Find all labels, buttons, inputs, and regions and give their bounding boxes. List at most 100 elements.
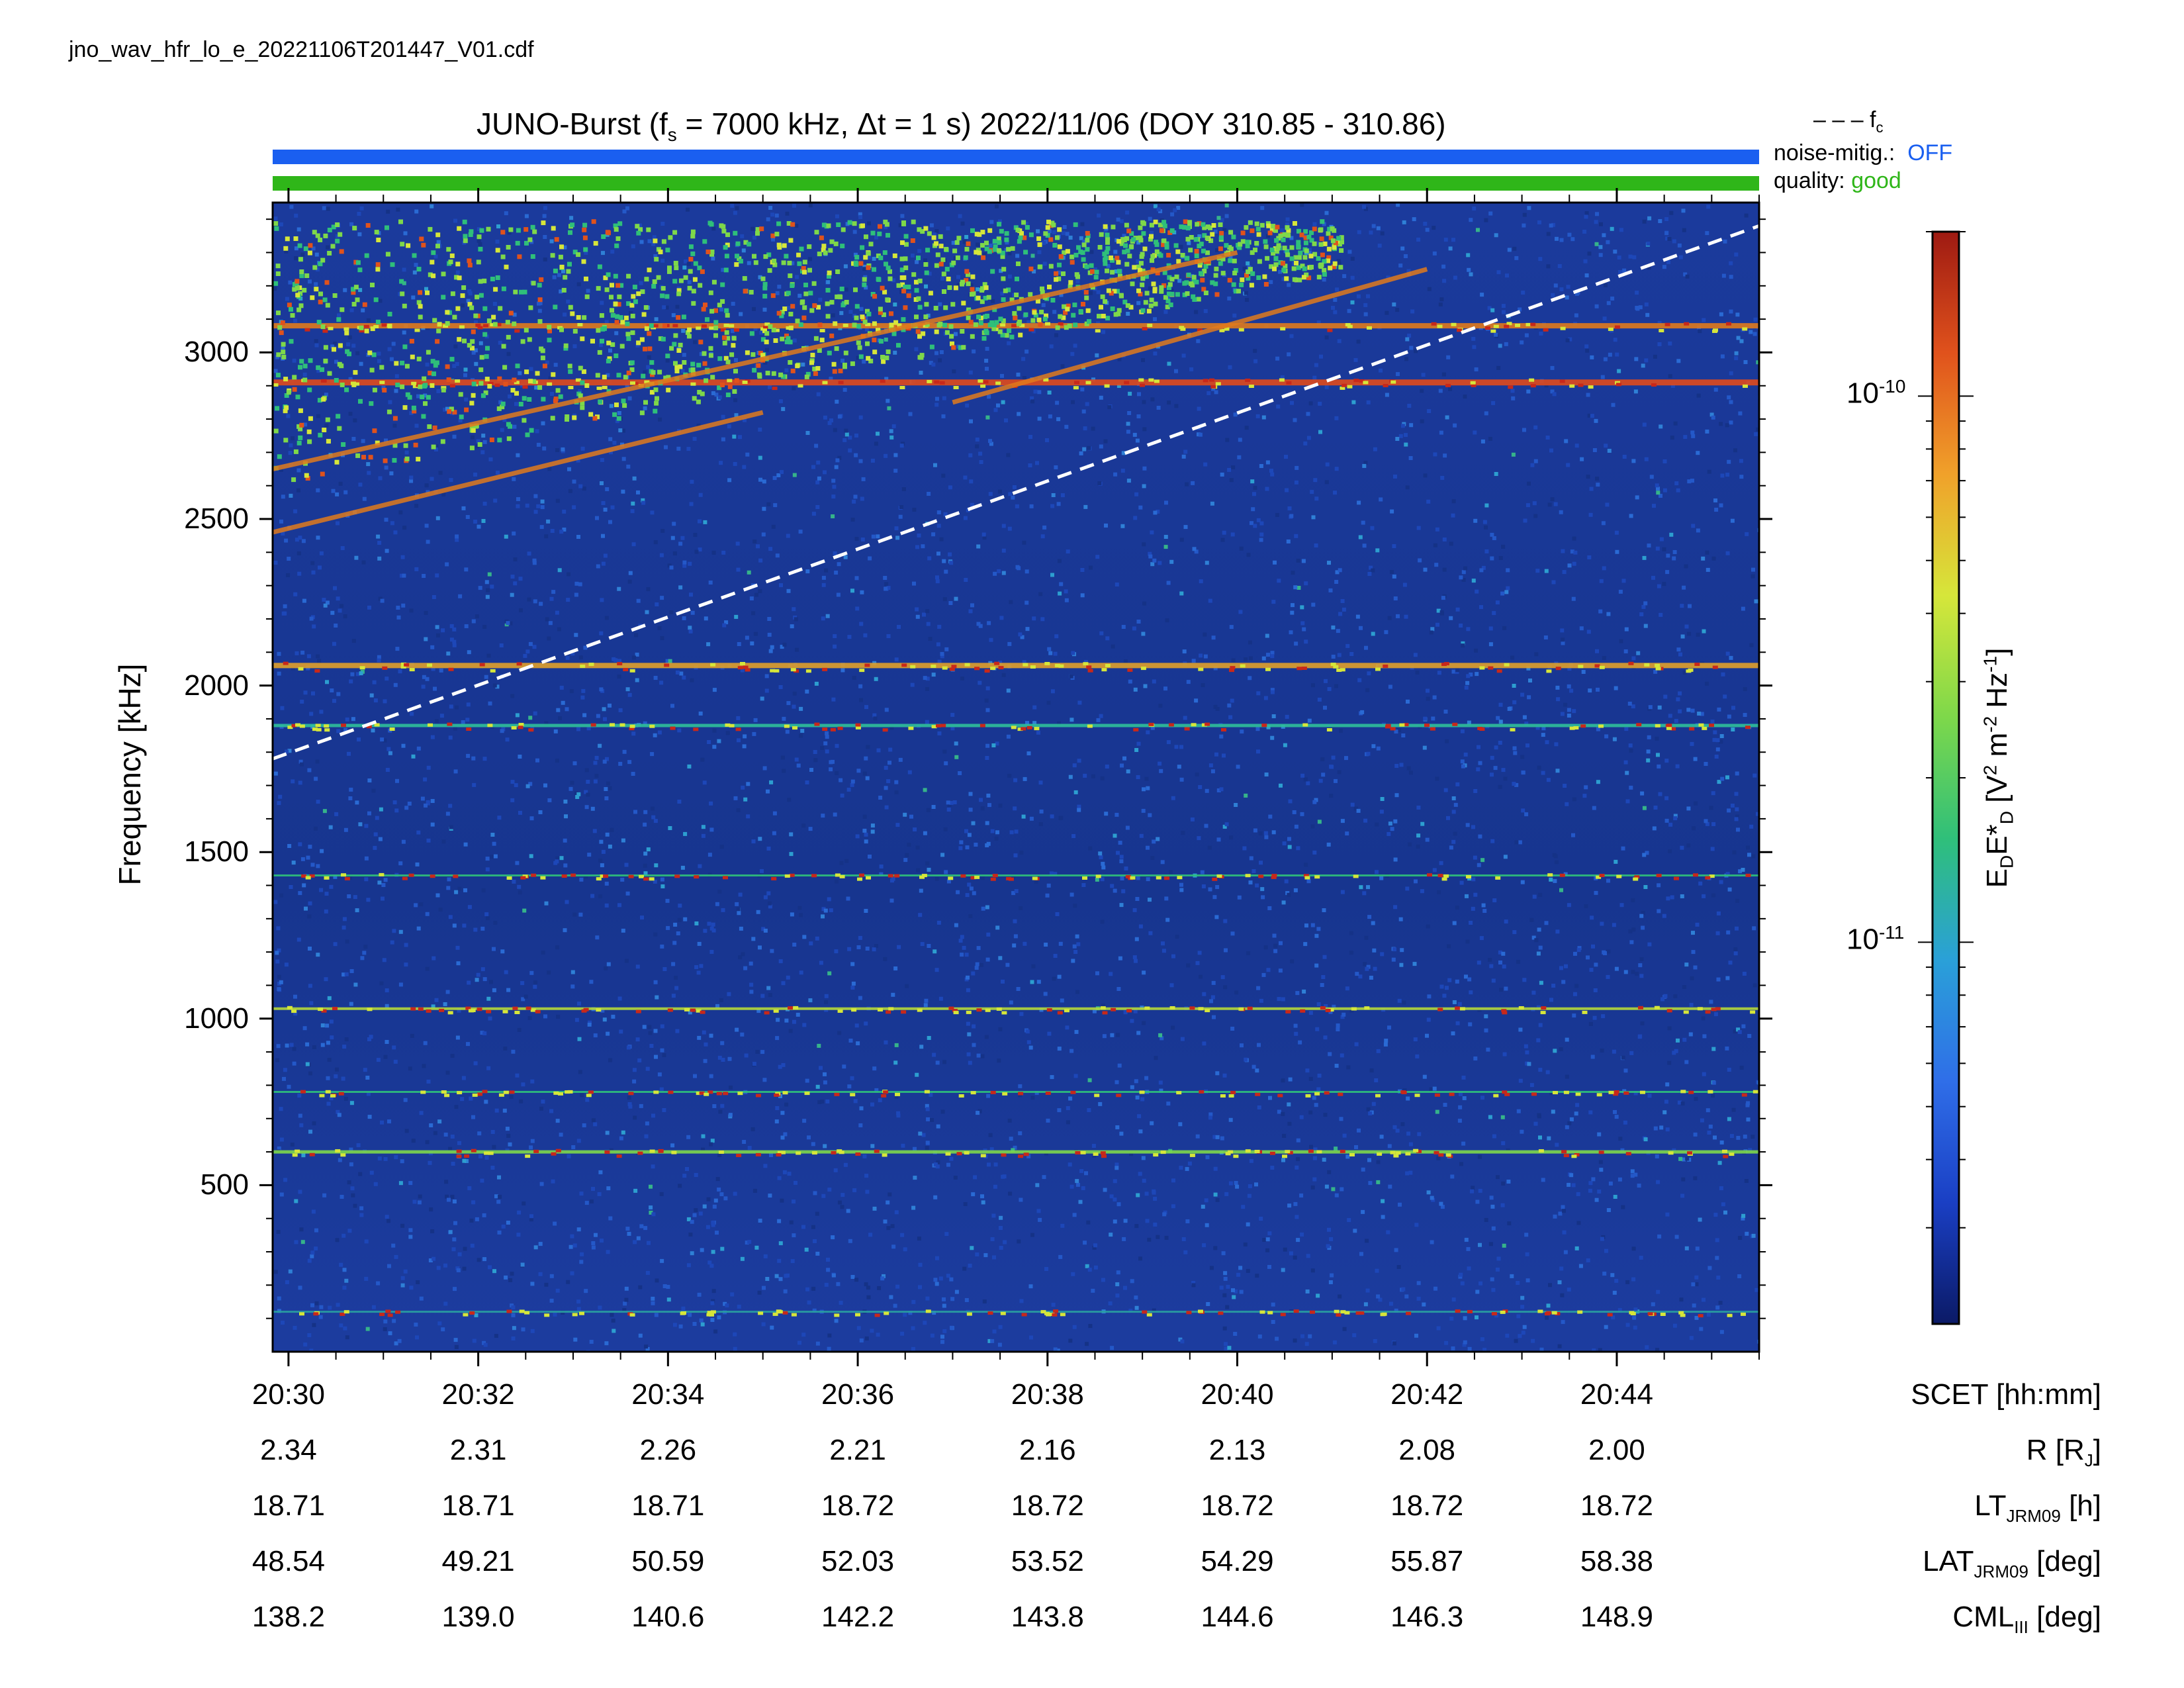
noise-pixel	[1181, 1237, 1186, 1241]
noise-pixel	[1596, 687, 1600, 692]
noise-pixel	[408, 1181, 413, 1186]
noise-pixel	[1223, 1276, 1228, 1281]
noise-pixel	[430, 1229, 435, 1234]
noise-pixel	[542, 214, 547, 218]
noise-pixel	[782, 716, 786, 721]
noise-pixel	[954, 332, 958, 336]
noise-pixel	[1489, 1196, 1494, 1200]
noise-pixel	[1371, 632, 1375, 636]
noise-pixel	[1561, 549, 1565, 553]
noise-pixel	[934, 402, 939, 407]
noise-pixel	[585, 1098, 590, 1102]
noise-pixel	[792, 1233, 796, 1238]
noise-pixel	[416, 830, 421, 835]
noise-pixel	[1069, 1049, 1074, 1053]
noise-pixel	[1331, 625, 1336, 630]
noise-pixel	[833, 634, 837, 638]
noise-pixel	[1479, 1281, 1482, 1286]
noise-pixel	[364, 823, 369, 828]
noise-pixel	[1400, 948, 1404, 953]
noise-pixel	[704, 616, 708, 621]
noise-pixel	[285, 749, 289, 754]
noise-pixel	[720, 1246, 725, 1251]
noise-pixel	[1321, 975, 1326, 979]
noise-pixel	[449, 637, 454, 642]
noise-pixel	[1363, 1302, 1368, 1307]
noise-pixel	[1132, 626, 1136, 631]
noise-pixel	[768, 1194, 772, 1198]
noise-pixel	[277, 1296, 281, 1301]
noise-pixel	[1265, 633, 1269, 638]
noise-pixel	[1307, 718, 1312, 723]
noise-pixel	[503, 1047, 508, 1051]
noise-pixel	[1521, 771, 1525, 775]
noise-pixel	[1285, 714, 1289, 719]
noise-pixel	[1425, 837, 1430, 842]
noise-pixel	[341, 972, 346, 977]
noise-pixel	[1689, 1003, 1694, 1007]
noise-pixel	[775, 1106, 780, 1110]
noise-pixel	[913, 1147, 917, 1151]
noise-pixel	[654, 863, 659, 868]
noise-pixel	[1138, 1256, 1142, 1261]
noise-pixel	[1191, 1281, 1196, 1285]
noise-pixel	[1312, 1177, 1317, 1182]
noise-pixel	[1553, 502, 1558, 506]
noise-pixel	[1522, 212, 1527, 217]
noise-pixel	[1315, 241, 1320, 246]
noise-pixel	[1091, 1288, 1095, 1293]
noise-pixel	[1747, 853, 1751, 857]
noise-pixel	[966, 508, 970, 512]
noise-pixel	[1317, 697, 1322, 702]
noise-pixel	[1062, 225, 1067, 229]
noise-pixel	[982, 1299, 987, 1304]
noise-pixel	[1398, 1202, 1402, 1207]
noise-pixel	[1123, 1010, 1128, 1015]
noise-pixel	[907, 843, 911, 847]
noise-pixel	[833, 271, 837, 275]
noise-pixel	[1729, 655, 1733, 660]
noise-pixel	[728, 1113, 733, 1117]
noise-pixel	[1453, 423, 1457, 428]
noise-pixel	[533, 599, 537, 604]
noise-pixel	[378, 476, 383, 481]
noise-pixel	[435, 893, 440, 898]
noise-pixel	[1465, 680, 1470, 685]
noise-pixel	[1565, 1037, 1569, 1042]
noise-pixel	[1734, 792, 1739, 796]
noise-pixel	[884, 1040, 888, 1045]
noise-pixel	[1057, 559, 1062, 563]
noise-pixel	[441, 492, 446, 496]
noise-pixel	[303, 690, 308, 695]
noise-pixel	[361, 560, 366, 565]
noise-pixel	[1020, 635, 1024, 639]
noise-pixel	[1165, 917, 1170, 922]
noise-pixel	[1748, 1148, 1752, 1152]
noise-pixel	[844, 287, 848, 292]
noise-pixel	[1089, 565, 1093, 570]
noise-pixel	[747, 570, 751, 575]
noise-pixel	[825, 735, 829, 739]
noise-pixel	[286, 573, 291, 577]
noise-pixel	[1741, 1213, 1746, 1218]
noise-pixel	[593, 761, 598, 765]
noise-pixel	[643, 851, 648, 856]
noise-pixel	[1599, 1168, 1604, 1172]
noise-pixel	[443, 1133, 448, 1137]
noise-pixel	[1299, 1115, 1304, 1119]
noise-pixel	[976, 544, 981, 549]
noise-pixel	[1137, 1114, 1142, 1119]
noise-pixel	[738, 435, 742, 440]
noise-pixel	[480, 967, 485, 972]
noise-pixel	[510, 694, 515, 698]
noise-pixel	[432, 956, 436, 961]
noise-pixel	[1281, 997, 1285, 1002]
noise-pixel	[394, 1254, 398, 1259]
noise-pixel	[1132, 432, 1137, 437]
noise-pixel	[762, 766, 767, 771]
noise-pixel	[1047, 647, 1052, 651]
noise-pixel	[752, 235, 756, 240]
noise-pixel	[617, 903, 621, 908]
noise-pixel	[1367, 572, 1372, 576]
noise-pixel	[434, 447, 438, 451]
